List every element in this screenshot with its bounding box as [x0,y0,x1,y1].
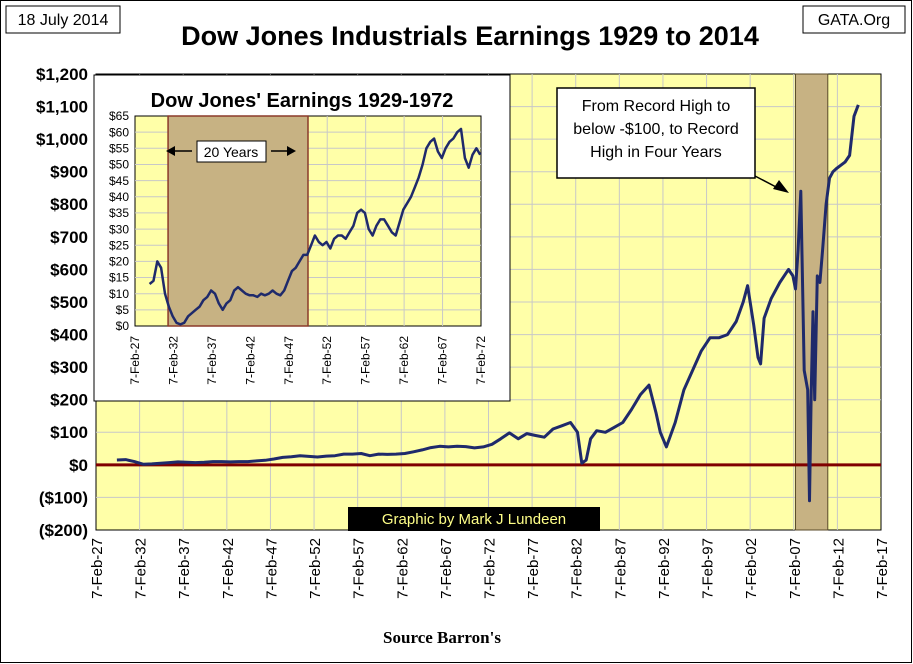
earnings-series-line [116,104,860,503]
x-tick-label: 7-Feb-72 [482,538,499,599]
inset-earnings-series-line [148,127,482,326]
y-tick-label: $1,000 [36,130,88,149]
x-tick-label: 7-Feb-42 [243,336,257,385]
inset-y-axis-labels: $0 $5 $10 $15 $20 $25 $30 $35 $40 $45 $50 $55 $60 $65 [109,109,129,333]
x-tick-label: 7-Feb-37 [205,336,219,385]
x-tick-label: 7-Feb-57 [351,538,368,599]
x-tick-label: 7-Feb-27 [128,336,142,385]
y-tick-label: $500 [50,293,88,312]
y-tick-label: $200 [50,391,88,410]
x-tick-label: 7-Feb-82 [569,538,586,599]
annotation-box [556,87,756,179]
y-tick-label: $55 [109,142,129,156]
x-tick-label: 7-Feb-42 [220,538,237,599]
y-tick-label: ($200) [39,521,88,540]
annotation-callout: From Record High to below -$100, to Reco… [556,87,789,193]
y-tick-label: $900 [50,163,88,182]
x-tick-label: 7-Feb-57 [359,336,373,385]
twenty-years-arrowhead-right [287,146,296,156]
y-tick-label: $100 [50,423,88,442]
y-tick-label: $30 [109,222,129,236]
annotation-line-2: below -$100, to Record [573,121,738,138]
y-tick-label: $0 [116,319,130,333]
y-tick-label: $400 [50,326,88,345]
y-tick-label: $60 [109,125,129,139]
x-tick-label: 7-Feb-32 [133,538,150,599]
annotation-line-3: High in Four Years [590,144,722,161]
x-axis-source-label: Source Barron's [383,628,501,647]
annotation-line-1: From Record High to [582,98,731,115]
x-tick-label: 7-Feb-47 [282,336,296,385]
inset-chart: Dow Jones' Earnings 1929-1972 $0 $5 $10 $15… [93,74,511,402]
y-tick-label: $1,200 [36,65,88,84]
annotation-arrowhead [773,180,789,193]
source-tag-box [802,5,906,34]
x-tick-label: 7-Feb-32 [166,336,180,385]
annotation-arrow-shaft [754,175,779,189]
y-tick-label: $600 [50,260,88,279]
y-tick-label: $300 [50,358,88,377]
x-tick-label: 7-Feb-52 [320,336,334,385]
y-tick-label: $20 [109,255,129,269]
x-tick-label: 7-Feb-17 [874,538,891,599]
x-tick-label: 7-Feb-27 [89,538,106,599]
main-y-axis-labels: ($200) ($100) $0 $100 $200 $300 $400 $500 $600 $7… [36,65,88,540]
y-tick-label: $700 [50,228,88,247]
y-tick-label: $50 [109,158,129,172]
y-tick-label: $1,100 [36,98,88,117]
y-tick-label: $40 [109,190,129,204]
credit-box [348,507,600,531]
y-tick-label: $65 [109,109,129,123]
y-tick-label: $5 [116,303,130,317]
x-tick-label: 7-Feb-02 [743,538,760,599]
twenty-years-label: 20 Years [204,144,259,160]
x-tick-label: 7-Feb-77 [525,538,542,599]
x-tick-label: 7-Feb-07 [787,538,804,599]
x-tick-label: 7-Feb-97 [700,538,717,599]
y-tick-label: ($100) [39,488,88,507]
date-box [5,5,121,34]
x-tick-label: 7-Feb-67 [436,336,450,385]
y-tick-label: $0 [69,456,88,475]
x-tick-label: 7-Feb-62 [397,336,411,385]
x-tick-label: 7-Feb-52 [307,538,324,599]
twenty-years-label-box [196,140,267,163]
twenty-years-arrowhead-left [166,146,175,156]
y-tick-label: $25 [109,238,129,252]
twenty-years-marker: 20 Years [166,140,296,163]
credit-label: Graphic by Mark J Lundeen [382,511,566,528]
recession-shaded-region [795,73,829,531]
y-tick-label: $15 [109,271,129,285]
x-tick-label: 7-Feb-92 [656,538,673,599]
date-label: 18 July 2014 [18,12,109,29]
chart-title: Dow Jones Industrials Earnings 1929 to 2… [181,21,759,51]
x-tick-label: 7-Feb-72 [474,336,488,385]
main-x-axis-labels: 7-Feb-27 7-Feb-32 7-Feb-37 7-Feb-42 7-Feb-47… [89,538,891,599]
x-tick-label: 7-Feb-37 [176,538,193,599]
y-tick-label: $45 [109,174,129,188]
y-tick-label: $35 [109,206,129,220]
y-tick-label: $800 [50,195,88,214]
inset-x-axis-labels: 7-Feb-27 7-Feb-32 7-Feb-37 7-Feb-42 7-Feb-47… [128,336,488,385]
source-tag-label: GATA.Org [818,12,890,29]
x-tick-label: 7-Feb-67 [438,538,455,599]
x-tick-label: 7-Feb-62 [394,538,411,599]
x-tick-label: 7-Feb-87 [612,538,629,599]
inset-title: Dow Jones' Earnings 1929-1972 [151,90,454,112]
y-tick-label: $10 [109,287,129,301]
x-tick-label: 7-Feb-47 [263,538,280,599]
x-tick-label: 7-Feb-12 [830,538,847,599]
